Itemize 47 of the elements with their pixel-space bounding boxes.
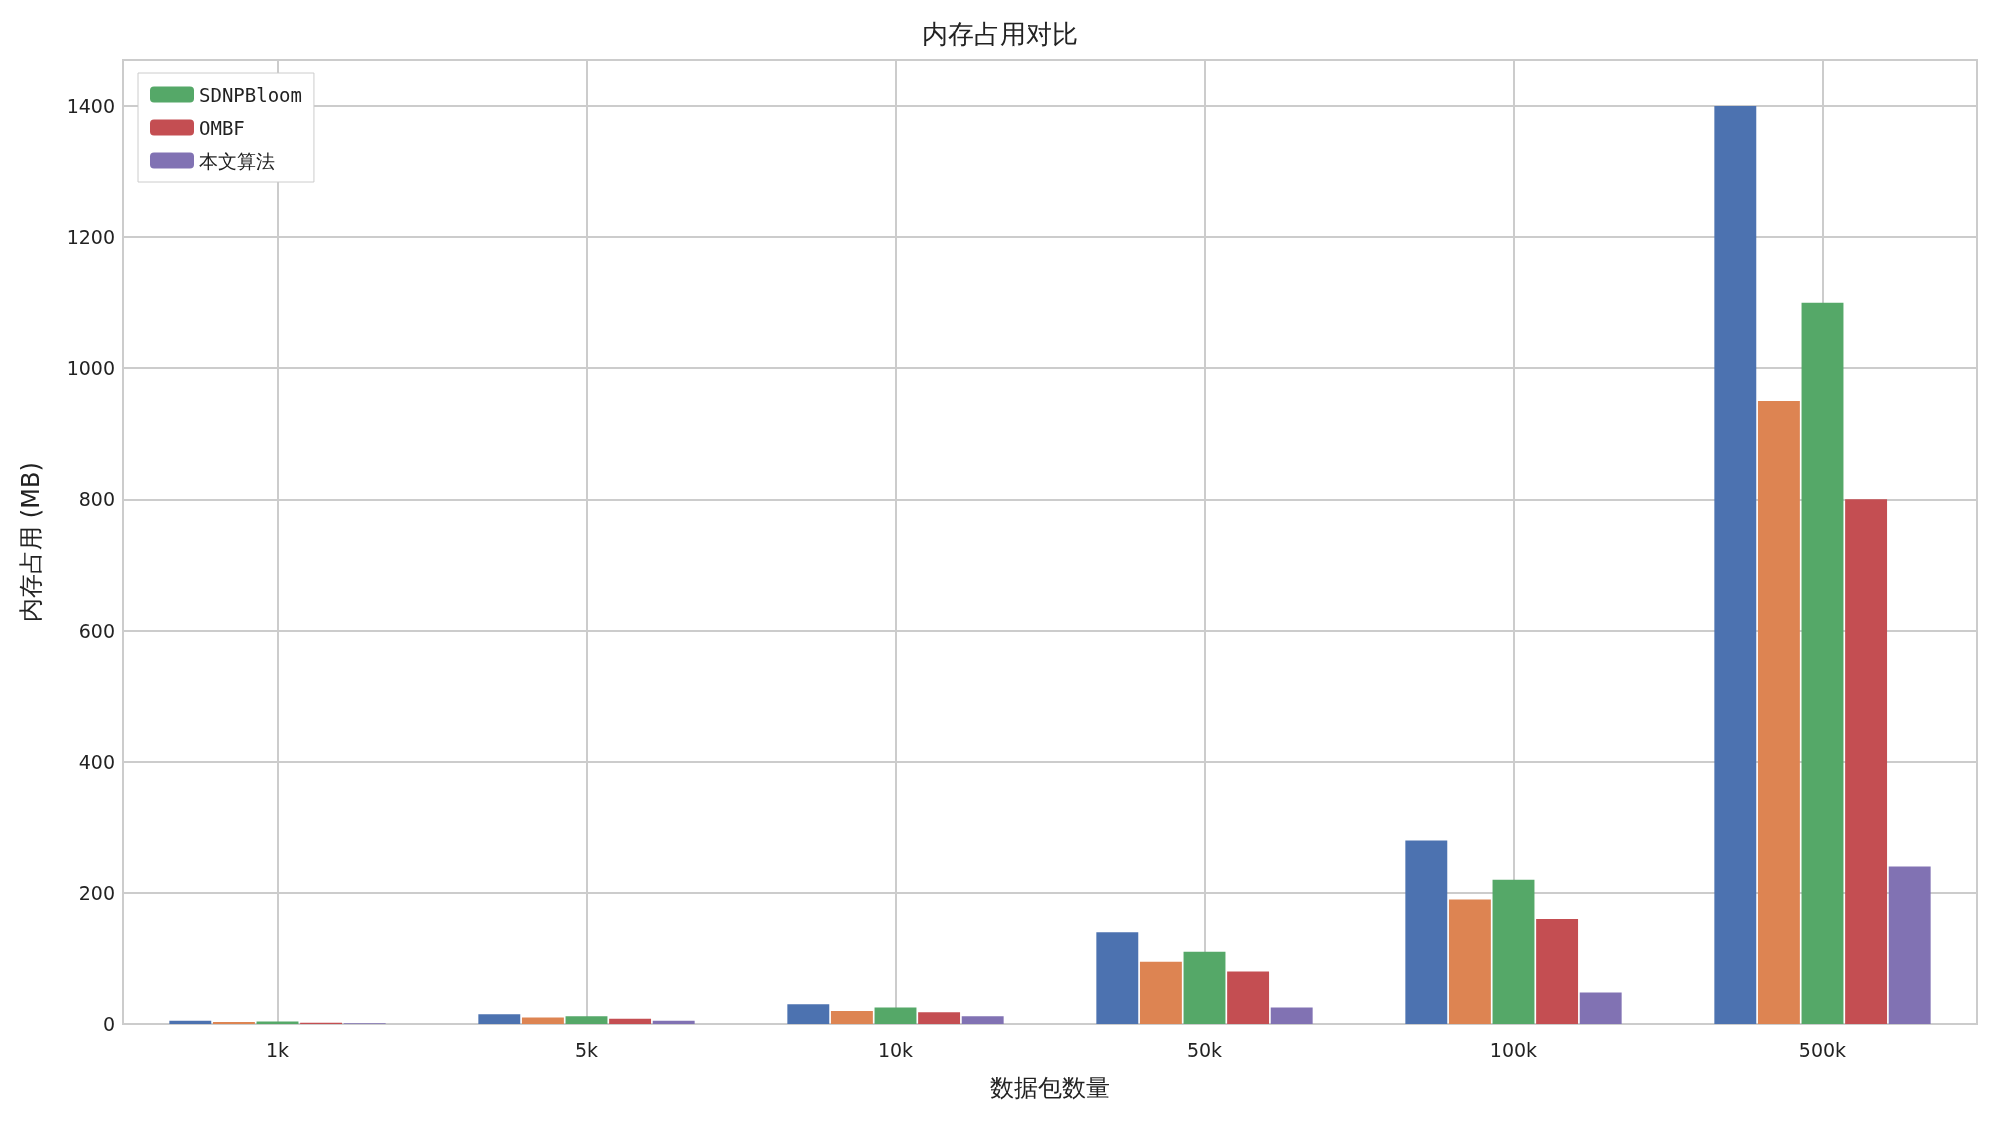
x-tick-label: 5k [574,1038,599,1061]
bar [961,1016,1004,1024]
x-tick-label: 10k [877,1038,914,1061]
chart-title: 内存占用对比 [922,19,1078,49]
bar [1183,951,1226,1024]
bar [521,1017,564,1024]
bar [1536,919,1579,1024]
bar [1405,840,1448,1024]
bar [1801,302,1844,1024]
bar [478,1014,521,1024]
bar [1227,971,1270,1024]
legend-label: 本文算法 [199,149,275,172]
y-tick-label: 1000 [66,357,115,380]
bar [565,1016,608,1024]
x-tick-label: 1k [265,1038,290,1061]
bar [918,1012,961,1024]
y-tick-label: 600 [78,619,115,642]
y-tick-label: 1400 [66,94,115,117]
y-tick-label: 800 [78,488,115,511]
bar [1096,932,1139,1024]
y-axis-title: 内存占用 (MB) [17,462,45,622]
y-tick-label: 200 [78,881,115,904]
bar [1270,1007,1313,1024]
x-axis-title: 数据包数量 [990,1074,1110,1102]
legend-label: SDNPBloom [199,83,302,106]
bar [1492,879,1535,1024]
bar [787,1004,830,1024]
bar [169,1020,212,1024]
bar [1579,992,1622,1024]
bar [874,1007,917,1024]
bar [1139,961,1182,1024]
bar [1714,105,1757,1024]
y-tick-label: 0 [102,1013,115,1035]
legend-label: OMBF [199,116,245,139]
bar [256,1021,299,1024]
bar [652,1020,695,1024]
bar [1757,401,1800,1024]
bar [1888,866,1931,1024]
bar [1448,899,1491,1024]
y-tick-label: 400 [78,750,115,773]
x-tick-label: 50k [1186,1038,1223,1061]
bar [1845,499,1888,1024]
x-tick-label: 100k [1489,1038,1538,1061]
bar [830,1010,873,1024]
y-tick-label: 1200 [66,226,115,249]
bar [609,1018,652,1024]
x-tick-label: 500k [1798,1038,1847,1061]
